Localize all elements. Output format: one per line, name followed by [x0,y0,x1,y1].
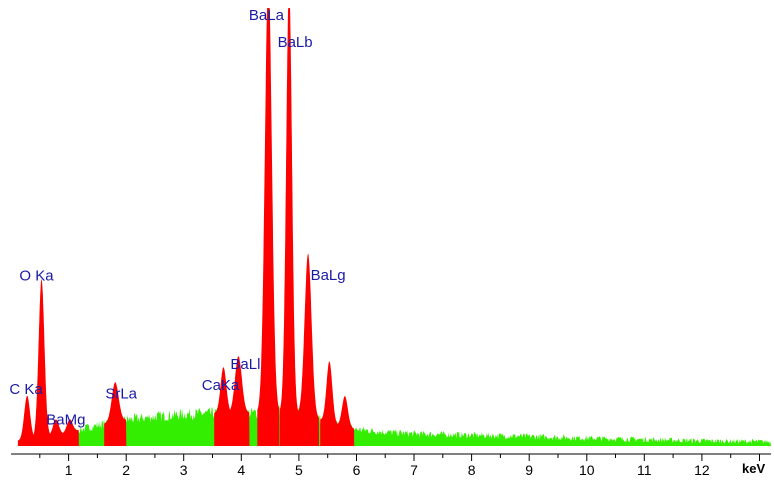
peak-label-6: BaLa [249,7,285,24]
x-ticks: 1 2 3 4 5 6 7 8 9 10 11 12 [39,454,760,478]
x-tick-label: 7 [410,462,418,478]
x-tick-label: 9 [525,462,533,478]
peak-10 [320,361,339,446]
x-axis-unit-label: keV [742,461,765,476]
peak-label-5: BaLl [230,356,260,373]
peak-label-0: C Ka [9,381,43,398]
x-tick-label: 12 [694,462,710,478]
peak-label-8: BaLg [311,267,346,284]
peak-3 [60,419,79,446]
peak-6 [227,356,250,446]
peak-labels: C Ka O Ka BaMg SrLa CaKa BaLl BaLa BaLb BaLg [9,7,345,429]
peak-7 [257,8,280,446]
peak-1 [32,279,51,446]
x-tick-label: 11 [637,462,652,478]
peak-label-2: BaMg [46,412,85,429]
x-tick-label: 5 [295,462,303,478]
x-tick-label: 3 [180,462,188,478]
peak-layer [17,8,355,446]
peak-9 [297,253,320,446]
x-tick-label: 10 [579,462,595,478]
background-layer [19,405,772,446]
x-tick-label: 4 [237,462,245,478]
peak-label-3: SrLa [105,386,137,403]
peak-label-7: BaLb [278,34,313,51]
x-tick-label: 1 [65,462,73,478]
background-continuum [19,405,772,446]
peak-label-4: CaKa [202,377,240,394]
peak-label-1: O Ka [19,267,54,284]
x-tick-label: 8 [468,462,476,478]
peak-11 [335,396,355,446]
x-tick-label: 6 [353,462,361,478]
x-tick-label: 2 [122,462,130,478]
peak-4 [104,382,127,446]
peak-0 [17,395,37,446]
peak-8 [279,8,299,446]
